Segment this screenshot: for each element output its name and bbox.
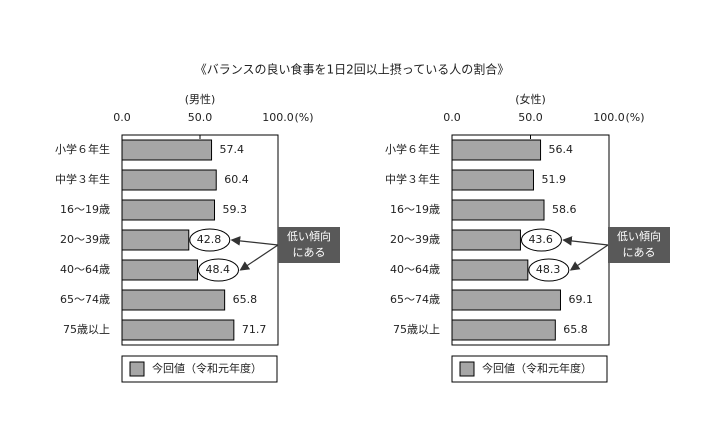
- y-tick-label: 中学３年生: [385, 172, 440, 186]
- value-label: 57.4: [220, 143, 245, 156]
- value-label: 48.3: [536, 263, 561, 276]
- x-tick-label: 100.0: [593, 111, 625, 124]
- y-tick-label: 65～74歳: [60, 293, 110, 306]
- value-label: 69.1: [568, 293, 593, 306]
- y-tick-label: 75歳以上: [393, 323, 440, 336]
- bar: [121, 139, 213, 161]
- bar: [451, 319, 556, 341]
- value-label: 71.7: [242, 323, 266, 336]
- value-label: 43.6: [528, 233, 553, 246]
- bar: [121, 229, 190, 251]
- annotation-text: 低い傾向: [617, 229, 661, 243]
- x-tick-label: 100.0: [262, 111, 294, 124]
- legend-label: 今回値（令和元年度）: [152, 361, 262, 375]
- value-label: 65.8: [233, 293, 258, 306]
- legend-frame: [121, 355, 278, 383]
- unit-label: (%): [294, 111, 313, 124]
- annotation-arrow: [562, 236, 609, 246]
- bar: [121, 199, 216, 221]
- y-tick-label: 中学３年生: [55, 172, 110, 186]
- value-label: 51.9: [541, 173, 566, 186]
- annotation-arrow: [230, 236, 279, 246]
- x-tick-label: 0.0: [443, 111, 461, 124]
- highlight-circle: [520, 228, 562, 252]
- bar: [121, 319, 235, 341]
- annotation-text: にある: [623, 246, 656, 259]
- value-label: 59.3: [223, 203, 248, 216]
- annotation-arrow: [569, 244, 609, 271]
- y-tick-label: 40～64歳: [60, 263, 110, 276]
- bar: [451, 259, 529, 281]
- value-label: 58.6: [552, 203, 577, 216]
- value-label: 42.8: [197, 233, 222, 246]
- y-tick-label: 40～64歳: [390, 263, 440, 276]
- legend-frame: [451, 355, 608, 383]
- y-tick-label: 20～39歳: [390, 233, 440, 246]
- y-tick-label: 20～39歳: [60, 233, 110, 246]
- highlight-circle: [528, 258, 570, 282]
- unit-label: (%): [625, 111, 644, 124]
- subtitle: (男性): [185, 92, 216, 106]
- annotation-text: にある: [293, 246, 326, 259]
- bar: [451, 139, 542, 161]
- x-tick-label: 50.0: [188, 111, 213, 124]
- legend-swatch: [459, 361, 475, 377]
- subtitle: (女性): [515, 92, 546, 106]
- highlight-circle: [198, 258, 240, 282]
- bar: [121, 259, 199, 281]
- bar: [451, 169, 534, 191]
- y-tick-label: 16～19歳: [390, 203, 440, 216]
- bar: [451, 199, 545, 221]
- y-tick-label: 小学６年生: [385, 142, 440, 156]
- y-tick-label: 小学６年生: [55, 142, 110, 156]
- legend-swatch: [129, 361, 145, 377]
- annotation-box: [608, 227, 670, 263]
- legend-label: 今回値（令和元年度）: [482, 361, 592, 375]
- bar: [451, 229, 521, 251]
- annotation-arrow: [239, 244, 279, 271]
- value-label: 65.8: [563, 323, 588, 336]
- value-label: 56.4: [549, 143, 574, 156]
- bar: [121, 289, 226, 311]
- chart-title: 《バランスの良い食事を1日2回以上摂っている人の割合》: [195, 62, 509, 77]
- annotation-text: 低い傾向: [287, 229, 331, 243]
- x-tick-label: 0.0: [113, 111, 131, 124]
- x-tick-label: 50.0: [518, 111, 543, 124]
- highlight-circle: [189, 228, 231, 252]
- bar: [121, 169, 217, 191]
- y-tick-label: 65～74歳: [390, 293, 440, 306]
- value-label: 48.4: [206, 263, 231, 276]
- value-label: 60.4: [224, 173, 249, 186]
- annotation-box: [278, 227, 340, 263]
- bar: [451, 289, 561, 311]
- y-tick-label: 16～19歳: [60, 203, 110, 216]
- y-tick-label: 75歳以上: [63, 323, 110, 336]
